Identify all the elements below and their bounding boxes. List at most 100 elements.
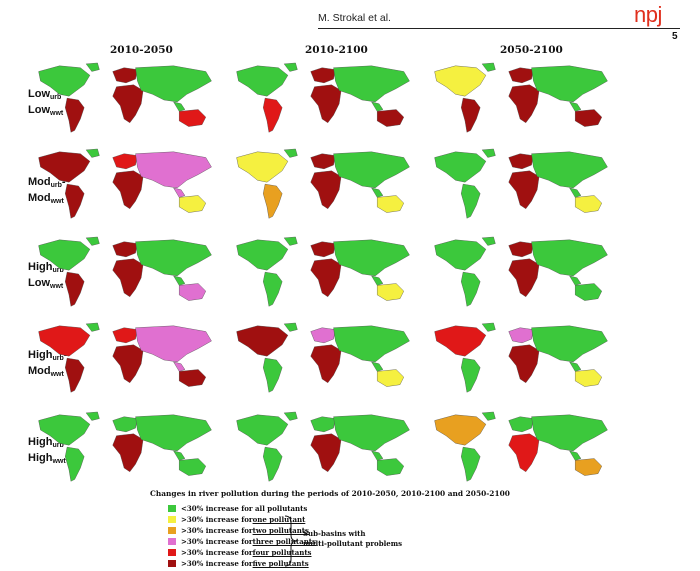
row-label-line1: High <box>28 436 53 448</box>
world-map <box>236 411 410 482</box>
map-greenland <box>283 148 298 158</box>
map-australia <box>377 283 405 301</box>
map-southeast-asia <box>371 361 384 372</box>
map-australia <box>377 109 405 127</box>
map-africa <box>112 258 144 298</box>
map-asia <box>531 414 608 452</box>
map-southeast-asia <box>173 275 186 286</box>
map-africa <box>310 84 342 124</box>
map-australia <box>377 458 405 476</box>
world-map <box>236 236 410 307</box>
world-map <box>236 62 410 133</box>
map-australia <box>179 109 207 127</box>
map-asia <box>135 151 212 189</box>
map-southeast-asia <box>569 275 582 286</box>
map-greenland <box>283 322 298 332</box>
map-africa <box>310 344 342 384</box>
legend-item-3: >30% increase for two pollutants <box>168 525 316 536</box>
legend-item-1: <30% increase for all pollutants <box>168 503 316 514</box>
world-map <box>434 236 608 307</box>
map-africa <box>310 170 342 210</box>
map-africa <box>508 344 540 384</box>
map-africa <box>508 84 540 124</box>
legend-text: >30% increase for <box>181 515 253 524</box>
map-greenland <box>481 148 496 158</box>
row-label-2: Modurb- Modwwt <box>28 176 66 205</box>
row-label-line1: Mod <box>28 176 51 188</box>
map-australia <box>179 195 207 213</box>
legend-text: >30% increase for <box>181 537 253 546</box>
legend-text: >30% increase for <box>181 559 253 568</box>
map-southeast-asia <box>569 101 582 112</box>
map-australia <box>575 195 603 213</box>
map-australia <box>179 369 207 387</box>
legend-note-line2: multi-pollutant problems <box>303 539 403 548</box>
map-south-america <box>461 271 481 307</box>
column-label-3: 2050-2100 <box>500 44 563 56</box>
column-label-2: 2010-2100 <box>305 44 368 56</box>
row-label-line1: High <box>28 261 53 273</box>
map-africa <box>508 258 540 298</box>
row-label-3: Highurb-Lowwwt <box>28 261 67 290</box>
map-south-america <box>65 97 85 133</box>
map-australia <box>377 369 405 387</box>
map-greenland <box>85 62 100 72</box>
legend-swatch <box>168 560 176 567</box>
map-africa <box>310 258 342 298</box>
map-south-america <box>461 97 481 133</box>
map-africa <box>112 84 144 124</box>
map-europe <box>310 327 336 344</box>
map-asia <box>333 414 410 452</box>
world-map <box>434 148 608 219</box>
world-map <box>236 322 410 393</box>
legend-swatch <box>168 516 176 523</box>
map-southeast-asia <box>371 275 384 286</box>
map-south-america <box>65 183 85 219</box>
map-south-america <box>461 183 481 219</box>
map-south-america <box>65 446 85 482</box>
map-south-america <box>263 271 283 307</box>
map-australia <box>179 458 207 476</box>
map-south-america <box>263 183 283 219</box>
map-north-america <box>434 65 487 97</box>
map-europe <box>508 327 534 344</box>
map-greenland <box>481 411 496 421</box>
map-greenland <box>85 411 100 421</box>
map-southeast-asia <box>173 187 186 198</box>
map-greenland <box>283 62 298 72</box>
map-africa <box>508 170 540 210</box>
legend-swatch <box>168 527 176 534</box>
map-australia <box>179 283 207 301</box>
map-africa <box>112 433 144 473</box>
map-asia <box>333 325 410 363</box>
map-southeast-asia <box>173 361 186 372</box>
map-south-america <box>461 446 481 482</box>
legend-text: <30% increase for all pollutants <box>181 504 308 513</box>
map-greenland <box>85 322 100 332</box>
legend-emphasis: two pollutants <box>252 526 309 535</box>
world-map <box>434 322 608 393</box>
map-north-america <box>38 414 91 446</box>
map-greenland <box>481 62 496 72</box>
legend-item-5: >30% increase for four pollutants <box>168 547 316 558</box>
legend-text: >30% increase for <box>181 526 253 535</box>
column-label-1: 2010-2050 <box>110 44 173 56</box>
map-europe <box>508 67 534 84</box>
map-south-america <box>263 357 283 393</box>
map-asia <box>531 239 608 277</box>
map-south-america <box>461 357 481 393</box>
map-north-america <box>38 325 91 357</box>
map-southeast-asia <box>569 187 582 198</box>
map-southeast-asia <box>173 450 186 461</box>
map-asia <box>135 65 212 103</box>
map-europe <box>310 67 336 84</box>
world-map <box>434 62 608 133</box>
legend-item-4: >30% increase for three pollutants <box>168 536 316 547</box>
map-asia <box>531 325 608 363</box>
map-north-america <box>434 151 487 183</box>
map-africa <box>508 433 540 473</box>
map-north-america <box>434 414 487 446</box>
map-australia <box>575 458 603 476</box>
map-asia <box>531 65 608 103</box>
map-africa <box>112 170 144 210</box>
